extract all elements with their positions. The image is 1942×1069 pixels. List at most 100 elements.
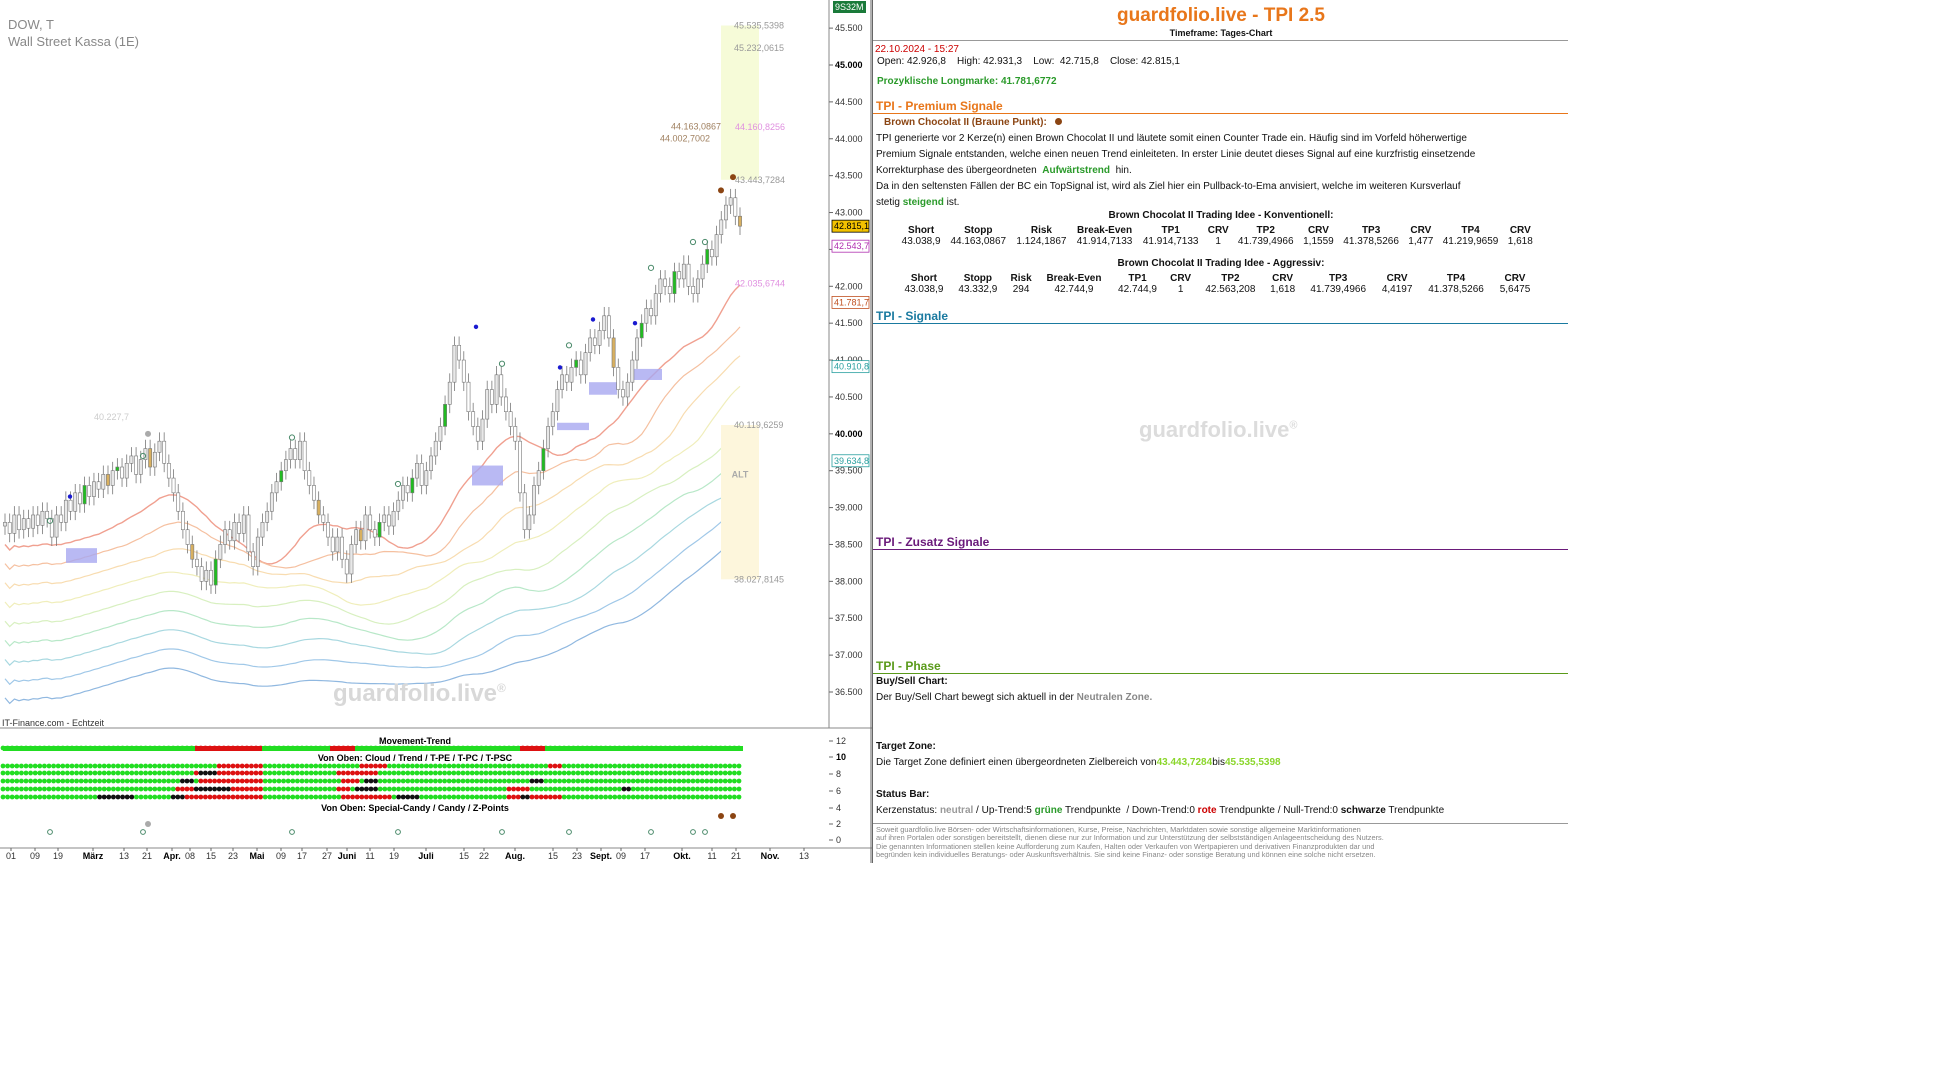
trend-dot (216, 794, 222, 800)
candle-body (335, 536, 340, 553)
trend-dot (419, 778, 424, 784)
candle-body (429, 455, 433, 472)
table-header-cell: TP3 (1361, 225, 1381, 236)
trend-dot (589, 794, 595, 800)
trend-dot (74, 763, 79, 769)
trend-dot (405, 778, 411, 784)
table-cell: 41.739,4966 (1310, 284, 1367, 295)
trend-dot (709, 763, 714, 769)
trend-dot (649, 778, 654, 784)
candle-body (461, 359, 466, 383)
trend-dot (92, 770, 98, 776)
trend-dot (364, 786, 369, 792)
trade-table-aggressiv: Short Stopp Risk Break-Even TP1 CRV TP2 CRV TP3 C… (897, 273, 1537, 295)
trend-dot (571, 778, 576, 784)
time-tick-label: 15 (548, 851, 558, 861)
trend-dot (580, 794, 585, 800)
trend-dot (433, 786, 438, 792)
trend-dot (713, 786, 719, 792)
trend-dot (423, 770, 429, 776)
trade-table-konventionell: Short Stopp Risk Break-Even TP1 CRV TP2 CRV TP3 C… (897, 225, 1537, 247)
table2-title: Brown Chocolat II Trading Idee - Aggress… (1117, 258, 1325, 269)
trend-dot (170, 770, 176, 776)
datetime: 22.10.2024 - 15:27 (875, 44, 959, 55)
candle-body (68, 499, 73, 512)
signal-box (557, 422, 589, 431)
candle-body (405, 485, 410, 494)
trend-dot (658, 763, 664, 769)
trend-dot (32, 763, 38, 769)
brown-dot (718, 187, 724, 194)
price-chart[interactable]: 36.500 37.000 37.500 38.000 38.500 39.000 39.5… (0, 0, 872, 863)
trend-dot (308, 786, 314, 792)
green-ring-dot (565, 342, 573, 349)
trend-dot (548, 778, 553, 784)
trend-dot (134, 786, 139, 792)
trend-dot (479, 778, 484, 784)
table-cell: 1.124,1867 (1016, 236, 1067, 247)
trend-dot (529, 778, 535, 784)
trend-dot (161, 786, 167, 792)
trend-dot (295, 786, 300, 792)
z-point-brown (730, 813, 736, 819)
candle-body (415, 463, 419, 479)
time-tick-label: Nov. (761, 851, 780, 861)
candle-body (433, 440, 438, 457)
grey-dot (145, 430, 151, 437)
scale-label: 2 (836, 819, 841, 829)
premium-title: TPI - Premium Signale (876, 99, 1003, 113)
trend-dot (483, 763, 489, 769)
trend-dot (414, 763, 420, 769)
trend-dot (124, 778, 130, 784)
trend-dot (143, 778, 149, 784)
trend-dot (492, 778, 498, 784)
trend-dot (557, 786, 562, 792)
table-cell: 43.038,9 (901, 236, 941, 247)
price-tick-label: 45.500 (835, 23, 863, 33)
trend-dot (341, 763, 346, 769)
candle-body (705, 249, 710, 265)
status-heading: Status Bar: (876, 789, 930, 800)
chart-annotation: ALT (732, 469, 749, 479)
trend-dot (152, 786, 158, 792)
trend-dot (704, 770, 710, 776)
trend-dot (258, 786, 263, 792)
candle-body (171, 477, 176, 494)
trend-dot (138, 778, 144, 784)
price-tick-label: 42.000 (835, 281, 863, 291)
trend-dot (520, 786, 526, 792)
trend-dot (74, 778, 79, 784)
trend-dot (506, 763, 512, 769)
candle-body (63, 499, 68, 523)
trend-dot (235, 763, 241, 769)
trend-dot (203, 770, 208, 776)
trend-dot (543, 770, 549, 776)
candle-body (616, 367, 621, 390)
trend-dot (433, 770, 438, 776)
trend-dot (410, 778, 415, 784)
trend-dot (244, 794, 250, 800)
trend-dot (387, 778, 392, 784)
trend-dot (607, 794, 613, 800)
trend-dot (699, 778, 705, 784)
candle-body (3, 522, 7, 527)
trend-dot (382, 794, 388, 800)
trend-dot (83, 770, 89, 776)
trend-dot (451, 794, 457, 800)
trend-dot (607, 778, 613, 784)
trend-dot (469, 763, 475, 769)
chart-annotation: 45.232,0615 (734, 43, 784, 53)
trend-dot (423, 763, 429, 769)
trend-dot (83, 786, 89, 792)
trend-dot (46, 770, 52, 776)
trend-dot (65, 763, 70, 769)
target-zone-lower (721, 424, 759, 580)
trend-dot (690, 778, 696, 784)
trend-dot (92, 786, 98, 792)
trend-dot (23, 786, 29, 792)
trend-dot (718, 786, 723, 792)
trend-dot (548, 770, 553, 776)
trend-dot (502, 770, 507, 776)
candle-body (26, 518, 31, 529)
ema-line (4, 284, 741, 565)
